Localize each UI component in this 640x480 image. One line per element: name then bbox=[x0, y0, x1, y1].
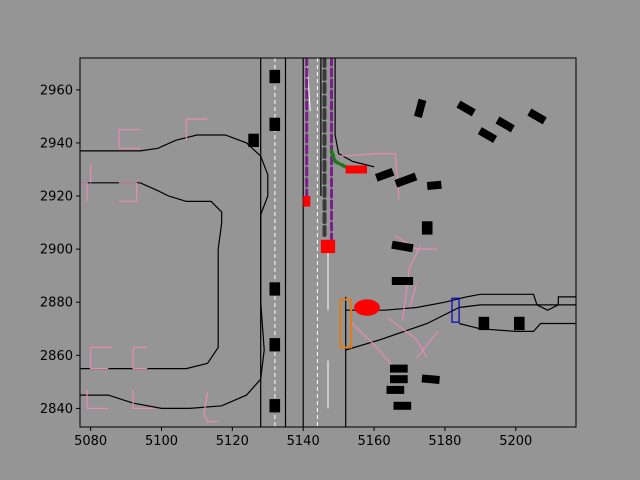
vehicle bbox=[269, 338, 281, 352]
vehicle bbox=[477, 127, 498, 143]
crosswalk-marking bbox=[119, 182, 138, 202]
crosswalk-marking bbox=[118, 129, 141, 149]
y-tick-label: 2900 bbox=[40, 243, 73, 258]
vehicle bbox=[269, 117, 281, 131]
y-tick-label: 2860 bbox=[40, 349, 73, 364]
crosswalk-marking bbox=[86, 389, 109, 409]
pedestrian-box bbox=[339, 298, 353, 349]
x-axis: 5080 5100 5120 5140 5160 5180 5200 bbox=[74, 427, 532, 449]
road-edge bbox=[334, 58, 375, 168]
crosswalk-marking bbox=[348, 320, 396, 369]
vehicle bbox=[248, 133, 259, 147]
crosswalk-marking bbox=[416, 331, 439, 359]
vehicle bbox=[394, 172, 418, 188]
y-tick-label: 2880 bbox=[40, 296, 73, 311]
crosswalk-marking bbox=[185, 118, 208, 141]
plot-area bbox=[80, 58, 576, 427]
x-tick-label: 5080 bbox=[74, 434, 107, 449]
vehicle bbox=[414, 98, 427, 118]
vehicle bbox=[421, 374, 440, 384]
vehicle bbox=[269, 69, 281, 84]
x-tick-label: 5160 bbox=[358, 434, 391, 449]
x-tick-label: 5140 bbox=[287, 434, 320, 449]
crosswalk-marking bbox=[80, 182, 88, 202]
y-axis: 2840 2860 2880 2900 2920 2940 2960 bbox=[40, 83, 80, 417]
vehicle bbox=[391, 277, 414, 285]
vehicle bbox=[269, 399, 281, 413]
vehicle bbox=[426, 180, 442, 191]
gate-box bbox=[451, 297, 460, 323]
crosswalk-marking bbox=[89, 347, 109, 370]
road-edge bbox=[80, 182, 223, 370]
crosswalk-marking bbox=[387, 317, 428, 359]
crosswalk-marking bbox=[203, 392, 219, 423]
crosswalk-marking bbox=[338, 153, 400, 199]
vehicle bbox=[421, 221, 433, 235]
lane-divider bbox=[306, 58, 311, 112]
vehicle bbox=[478, 316, 490, 331]
x-tick-label: 5180 bbox=[428, 434, 461, 449]
x-tick-label: 5200 bbox=[499, 434, 532, 449]
vehicle bbox=[456, 100, 476, 117]
vehicle bbox=[527, 108, 547, 125]
y-tick-label: 2840 bbox=[40, 402, 73, 417]
vehicle bbox=[390, 364, 408, 373]
ego-vehicle bbox=[320, 239, 336, 254]
ego-vehicle bbox=[345, 165, 367, 174]
crosswalk-marking bbox=[401, 246, 421, 321]
vehicle bbox=[374, 168, 395, 182]
road-edge bbox=[345, 293, 576, 311]
vehicle bbox=[386, 385, 405, 394]
ego-marker bbox=[354, 299, 380, 316]
vehicle bbox=[514, 316, 525, 331]
crosswalk-marking bbox=[408, 283, 418, 308]
x-tick-label: 5120 bbox=[216, 434, 249, 449]
vehicle bbox=[391, 240, 414, 253]
y-tick-label: 2920 bbox=[40, 190, 73, 205]
y-tick-label: 2940 bbox=[40, 136, 73, 151]
vehicle bbox=[390, 375, 408, 384]
ego-vehicle bbox=[303, 196, 311, 207]
vehicle bbox=[269, 282, 281, 296]
y-tick-label: 2960 bbox=[40, 83, 73, 98]
road-edge bbox=[458, 322, 576, 332]
axes-frame bbox=[79, 57, 577, 428]
vehicle bbox=[495, 116, 515, 133]
crosswalk-marking bbox=[132, 347, 148, 370]
crosswalk-marking bbox=[132, 389, 155, 409]
crosswalk-marking bbox=[394, 235, 438, 250]
x-tick-label: 5100 bbox=[145, 434, 178, 449]
vehicle bbox=[393, 401, 412, 410]
